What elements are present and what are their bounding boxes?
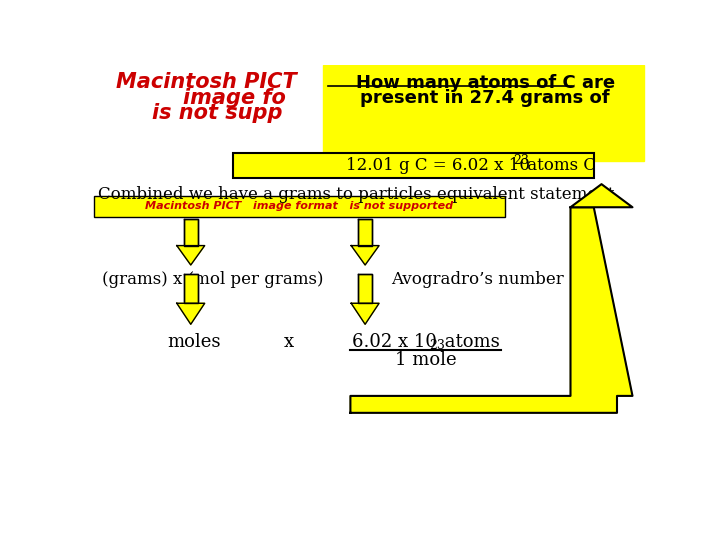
- Polygon shape: [351, 207, 632, 413]
- FancyBboxPatch shape: [323, 65, 644, 161]
- Text: 12.01 g C = 6.02 x 10: 12.01 g C = 6.02 x 10: [346, 157, 530, 174]
- Text: Macintosh PICT: Macintosh PICT: [116, 72, 297, 92]
- Polygon shape: [351, 303, 379, 325]
- Text: is not supp: is not supp: [152, 103, 282, 123]
- Text: 23: 23: [429, 339, 446, 352]
- Text: How many atoms of C are: How many atoms of C are: [356, 74, 615, 92]
- Text: (grams) x (mol per grams): (grams) x (mol per grams): [102, 271, 323, 288]
- Text: image fo: image fo: [183, 88, 286, 108]
- Polygon shape: [570, 184, 632, 207]
- Text: 6.02 x 10: 6.02 x 10: [352, 333, 437, 351]
- Text: atoms C: atoms C: [523, 157, 596, 174]
- Text: 1 mole: 1 mole: [395, 351, 456, 369]
- FancyBboxPatch shape: [358, 274, 372, 303]
- Text: atoms: atoms: [438, 333, 500, 351]
- FancyBboxPatch shape: [233, 153, 594, 178]
- FancyBboxPatch shape: [358, 219, 372, 246]
- Text: moles: moles: [168, 333, 221, 351]
- Polygon shape: [351, 246, 379, 265]
- FancyBboxPatch shape: [184, 219, 198, 246]
- Polygon shape: [177, 303, 204, 325]
- Text: present in 27.4 grams of: present in 27.4 grams of: [361, 90, 610, 107]
- Text: Avogradro’s number: Avogradro’s number: [391, 271, 564, 288]
- Text: 23: 23: [513, 154, 529, 167]
- Polygon shape: [177, 246, 204, 265]
- Text: x: x: [284, 333, 294, 351]
- Text: Combined we have a grams to particles equivalent statement: Combined we have a grams to particles eq…: [98, 186, 614, 204]
- FancyBboxPatch shape: [94, 195, 505, 217]
- Text: Macintosh PICT   image format   is not supported: Macintosh PICT image format is not suppo…: [145, 201, 454, 212]
- FancyBboxPatch shape: [184, 274, 198, 303]
